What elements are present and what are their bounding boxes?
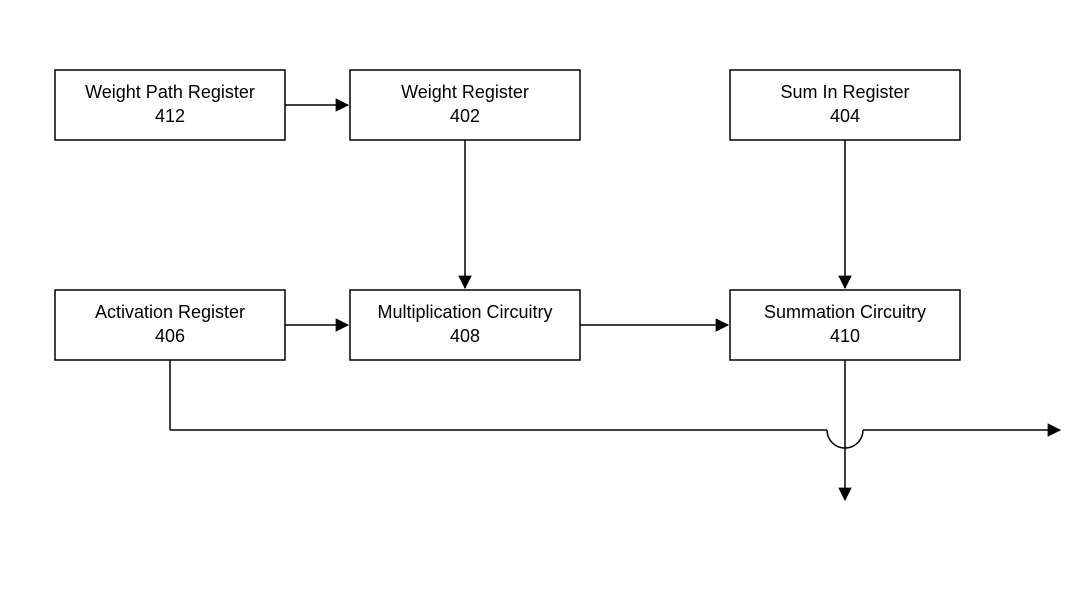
node-label: Activation Register [95,302,245,322]
node-number: 412 [155,106,185,126]
edge-activation_register-to-output_right [170,360,1060,448]
node-number: 408 [450,326,480,346]
node-label: Summation Circuitry [764,302,926,322]
node-label: Sum In Register [780,82,909,102]
node-label: Weight Register [401,82,529,102]
block-diagram: Weight Path Register 412 Weight Register 40… [0,0,1080,600]
node-number: 404 [830,106,860,126]
nodes-layer: Weight Path Register 412 Weight Register 40… [55,70,960,360]
node-weight-register: Weight Register 402 [350,70,580,140]
node-label: Weight Path Register [85,82,255,102]
node-multiplication-circuitry: Multiplication Circuitry 408 [350,290,580,360]
node-weight-path-register: Weight Path Register 412 [55,70,285,140]
node-number: 406 [155,326,185,346]
node-summation-circuitry: Summation Circuitry 410 [730,290,960,360]
node-number: 402 [450,106,480,126]
node-number: 410 [830,326,860,346]
node-sum-in-register: Sum In Register 404 [730,70,960,140]
node-label: Multiplication Circuitry [377,302,552,322]
node-activation-register: Activation Register 406 [55,290,285,360]
